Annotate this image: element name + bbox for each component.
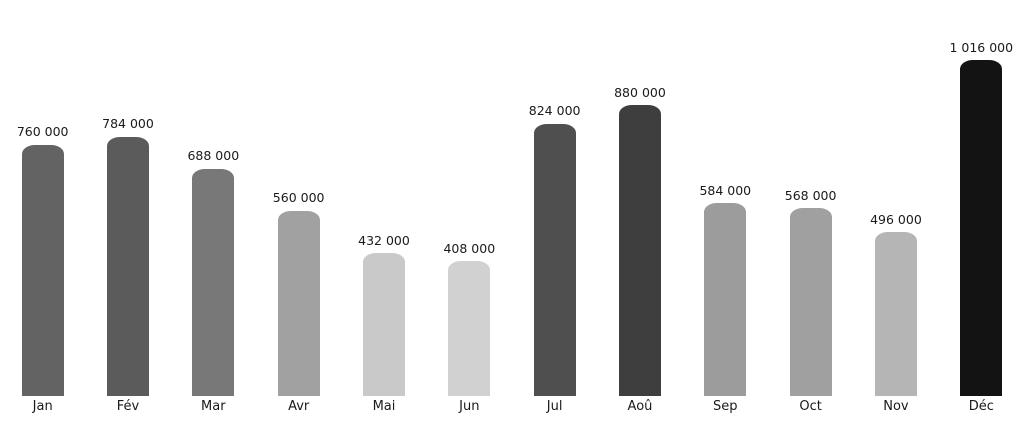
x-tick-label: Jul xyxy=(546,399,563,414)
bar xyxy=(277,210,320,396)
bar xyxy=(618,105,661,396)
bar-group: 688 000 xyxy=(171,0,256,396)
bar-value-label: 760 000 xyxy=(16,124,69,140)
bar xyxy=(874,232,917,396)
bar xyxy=(789,208,832,396)
bar-value-label: 432 000 xyxy=(358,232,410,248)
x-tick-label: Sep xyxy=(713,399,738,414)
bar-value-label: 784 000 xyxy=(102,116,154,132)
bar-group: 760 000 xyxy=(0,0,85,396)
bar-value-label: 824 000 xyxy=(528,103,581,119)
x-tick-label: Fév xyxy=(116,399,140,414)
x-tick-label: Aoû xyxy=(627,399,653,414)
plot-area: 760 000 784 000 688 000 560 000 432 000 408 0… xyxy=(0,0,1024,396)
x-tick-label: Jun xyxy=(459,399,480,414)
bar-group: 584 000 xyxy=(683,0,768,396)
bar-value-label: 496 000 xyxy=(870,211,922,227)
bar-value-label: 880 000 xyxy=(614,84,666,100)
bar-group: 408 000 xyxy=(427,0,512,396)
bar-value-label: 560 000 xyxy=(272,190,325,206)
x-axis: Jan Fév Mar Avr Mai Jun Jul Aoû Sep Oct Nov Déc xyxy=(0,396,1024,423)
x-tick-label: Oct xyxy=(799,399,822,414)
bar-group: 880 000 xyxy=(597,0,682,396)
bar-group: 824 000 xyxy=(512,0,597,396)
bar xyxy=(960,60,1003,396)
bar-value-label: 1 016 000 xyxy=(949,39,1014,55)
x-tick-label: Mai xyxy=(372,399,396,414)
bar xyxy=(533,123,576,396)
bar-group: 784 000 xyxy=(85,0,170,396)
bar-group: 432 000 xyxy=(341,0,426,396)
bar-group: 496 000 xyxy=(853,0,938,396)
bar-group: 568 000 xyxy=(768,0,853,396)
bar xyxy=(192,168,235,396)
x-tick-label: Déc xyxy=(968,399,994,414)
bar xyxy=(448,261,491,396)
x-tick-label: Jan xyxy=(32,399,53,414)
bar-group: 1 016 000 xyxy=(939,0,1024,396)
x-tick-label: Mar xyxy=(201,399,226,414)
bar-value-label: 688 000 xyxy=(187,148,240,164)
bar-value-label: 568 000 xyxy=(784,187,837,203)
bar xyxy=(21,144,64,396)
bar xyxy=(362,253,405,396)
bar-group: 560 000 xyxy=(256,0,341,396)
bar xyxy=(704,202,747,396)
bar xyxy=(106,136,149,396)
x-tick-label: Nov xyxy=(883,399,909,414)
bar-value-label: 584 000 xyxy=(699,182,752,198)
x-tick-label: Avr xyxy=(288,399,310,414)
bar-value-label: 408 000 xyxy=(443,240,496,256)
